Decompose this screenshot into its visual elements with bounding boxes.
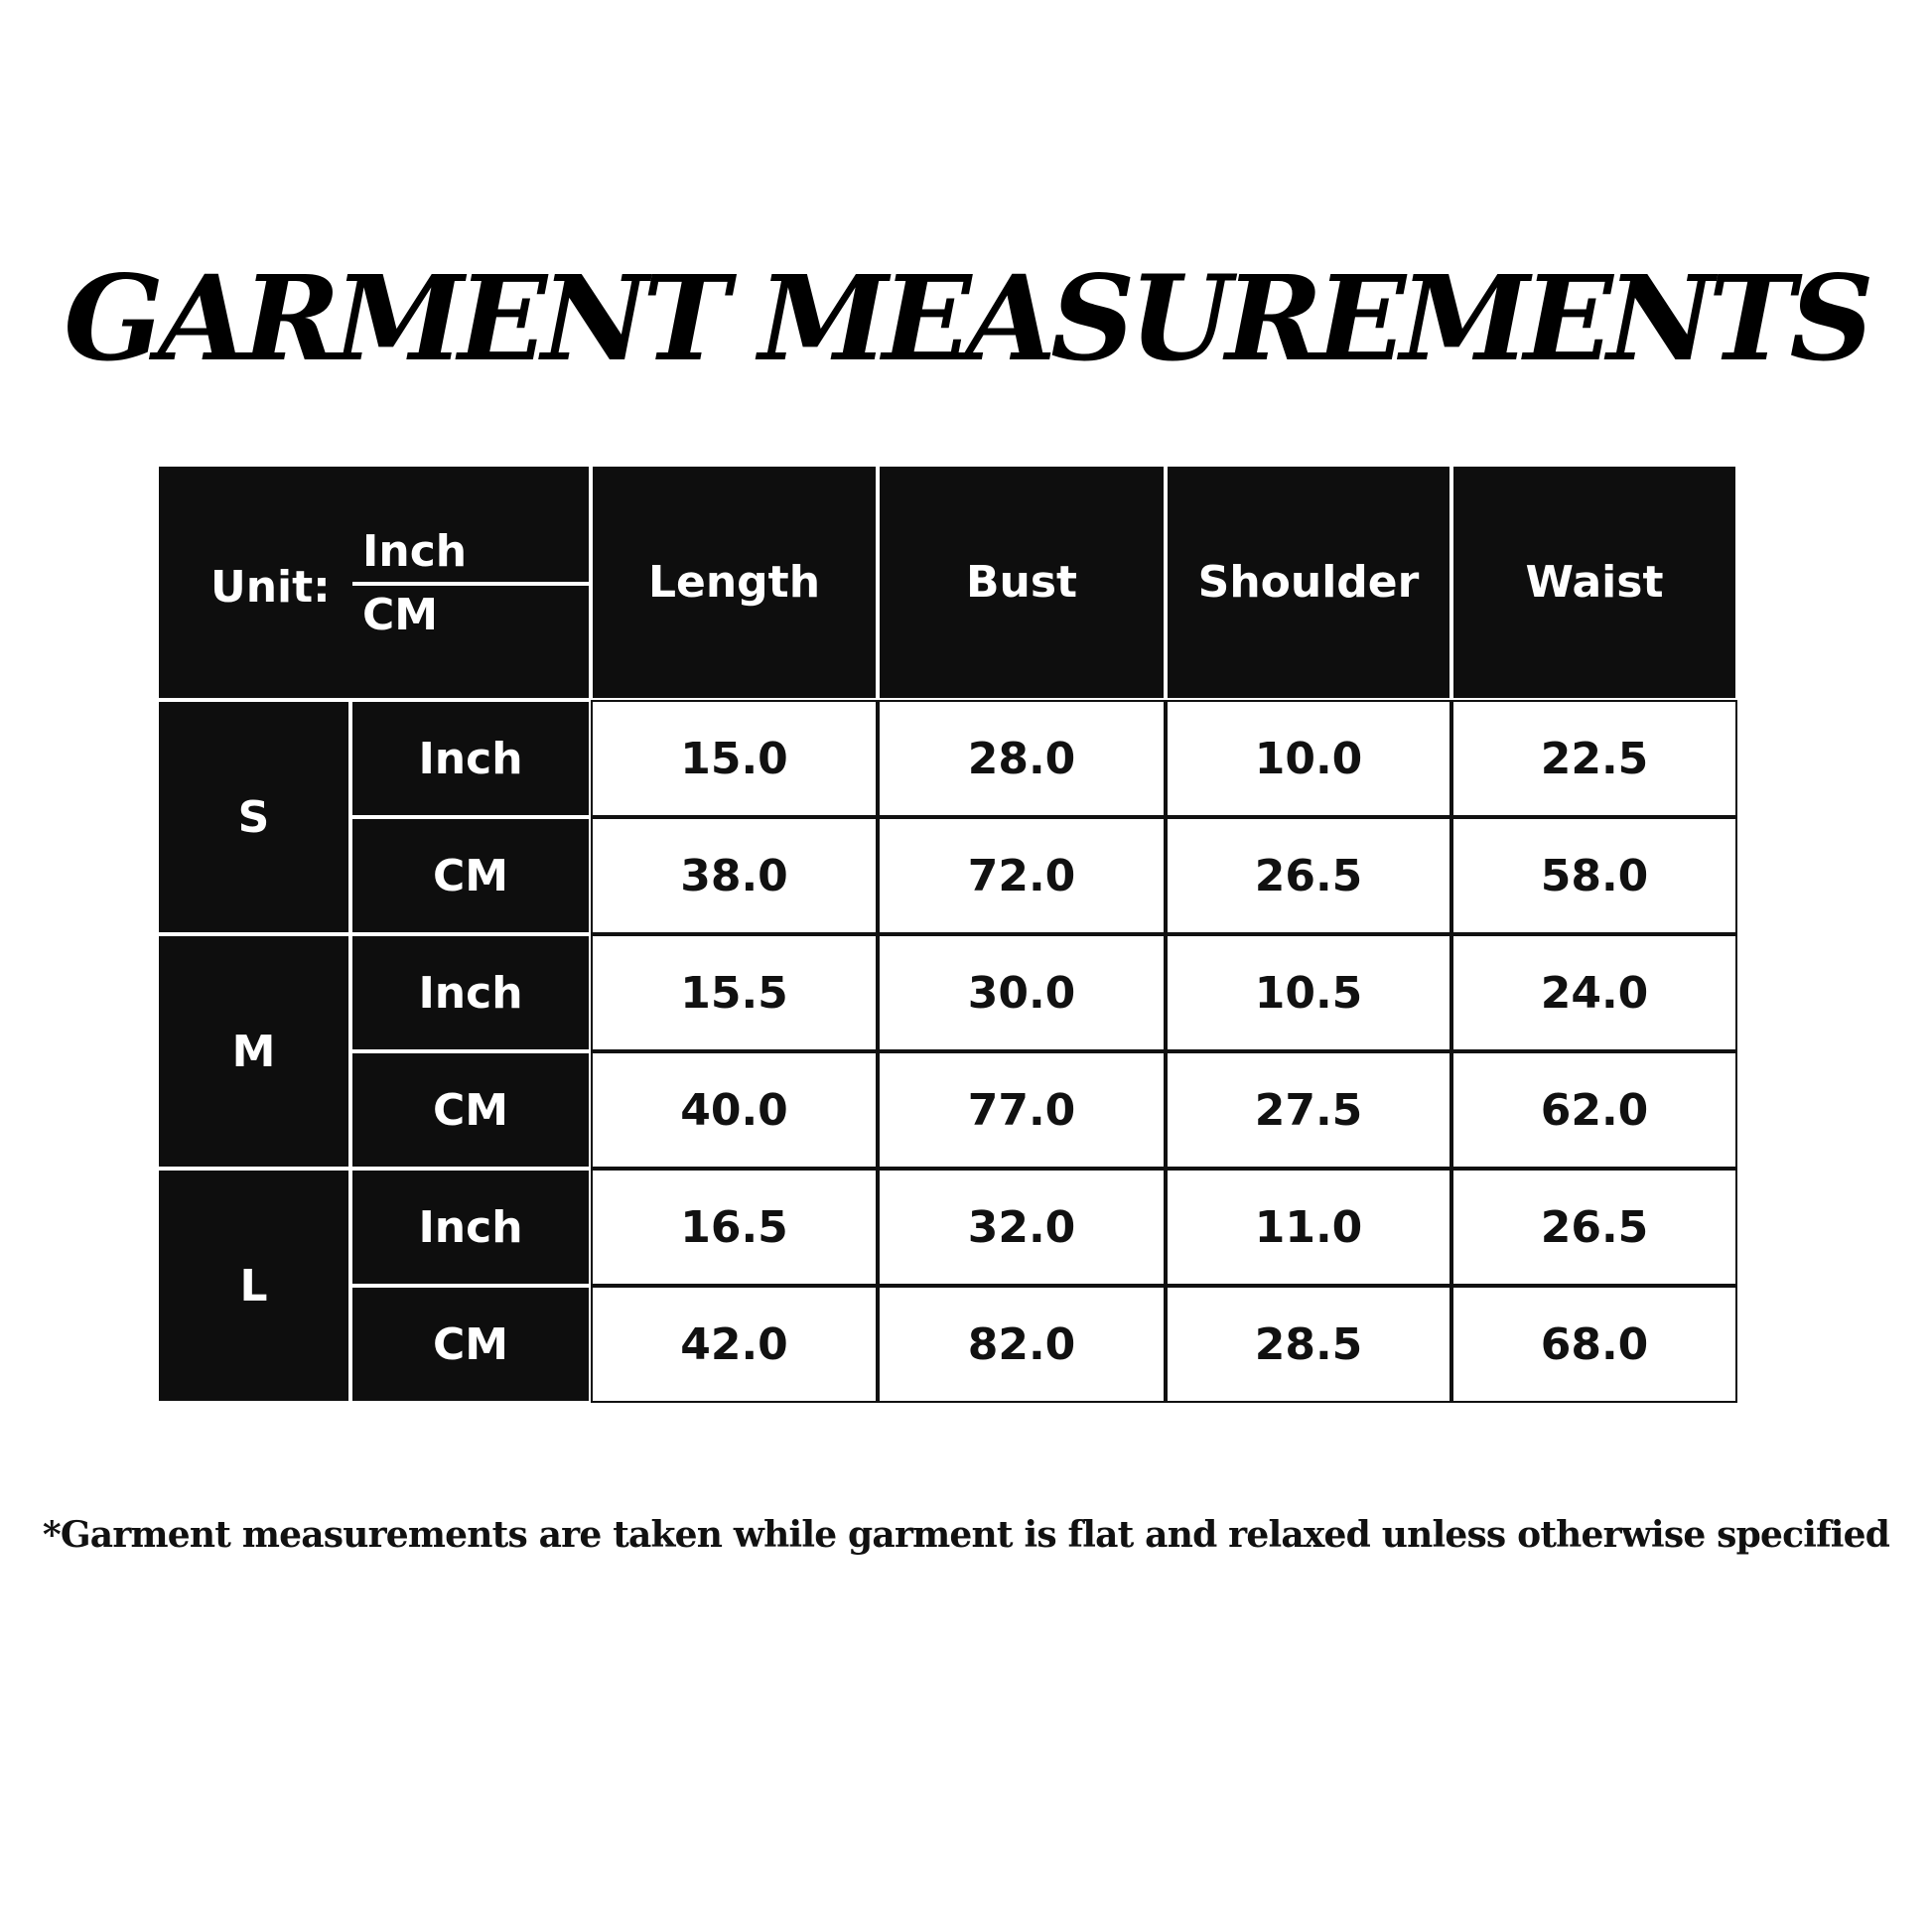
measurement-cell: 15.0 xyxy=(591,700,878,817)
measurement-cell: 26.5 xyxy=(1451,1169,1737,1286)
column-header: Bust xyxy=(878,465,1166,700)
measurement-cell: 10.0 xyxy=(1166,700,1451,817)
measurement-cell: 72.0 xyxy=(878,817,1166,934)
measurement-cell: 32.0 xyxy=(878,1169,1166,1286)
footnote: *Garment measurements are taken while ga… xyxy=(42,1514,1890,1556)
size-label: M xyxy=(157,934,350,1169)
measurement-cell: 26.5 xyxy=(1166,817,1451,934)
row-unit-label: CM xyxy=(350,1051,591,1169)
measurement-cell: 15.5 xyxy=(591,934,878,1051)
size-chart-table: Unit: Inch CM Length Bust Shoulder Waist… xyxy=(157,465,1737,1404)
column-header: Length xyxy=(591,465,878,700)
measurement-cell: 10.5 xyxy=(1166,934,1451,1051)
measurement-cell: 30.0 xyxy=(878,934,1166,1051)
row-unit-label: CM xyxy=(350,817,591,934)
measurement-cell: 77.0 xyxy=(878,1051,1166,1169)
measurement-cell: 27.5 xyxy=(1166,1051,1451,1169)
measurement-cell: 16.5 xyxy=(591,1169,878,1286)
measurement-cell: 11.0 xyxy=(1166,1169,1451,1286)
measurement-cell: 82.0 xyxy=(878,1286,1166,1403)
measurement-cell: 38.0 xyxy=(591,817,878,934)
unit-divider xyxy=(352,582,589,586)
unit-label: Unit: xyxy=(210,562,331,613)
measurement-cell: 22.5 xyxy=(1451,700,1737,817)
column-header: Shoulder xyxy=(1166,465,1451,700)
measurement-cell: 40.0 xyxy=(591,1051,878,1169)
unit-cm-label: CM xyxy=(362,590,439,640)
page-title: GARMENT MEASUREMENTS xyxy=(64,249,1873,387)
row-unit-label: Inch xyxy=(350,1169,591,1286)
measurement-cell: 42.0 xyxy=(591,1286,878,1403)
column-header: Waist xyxy=(1451,465,1737,700)
row-unit-label: Inch xyxy=(350,934,591,1051)
unit-header-cell: Unit: Inch CM xyxy=(157,465,591,700)
measurement-cell: 24.0 xyxy=(1451,934,1737,1051)
unit-inch-label: Inch xyxy=(362,526,468,577)
row-unit-label: CM xyxy=(350,1286,591,1403)
row-unit-label: Inch xyxy=(350,700,591,817)
measurement-cell: 68.0 xyxy=(1451,1286,1737,1403)
size-label: L xyxy=(157,1169,350,1403)
measurement-cell: 28.5 xyxy=(1166,1286,1451,1403)
size-label: S xyxy=(157,700,350,934)
measurement-cell: 62.0 xyxy=(1451,1051,1737,1169)
measurement-cell: 58.0 xyxy=(1451,817,1737,934)
measurement-cell: 28.0 xyxy=(878,700,1166,817)
